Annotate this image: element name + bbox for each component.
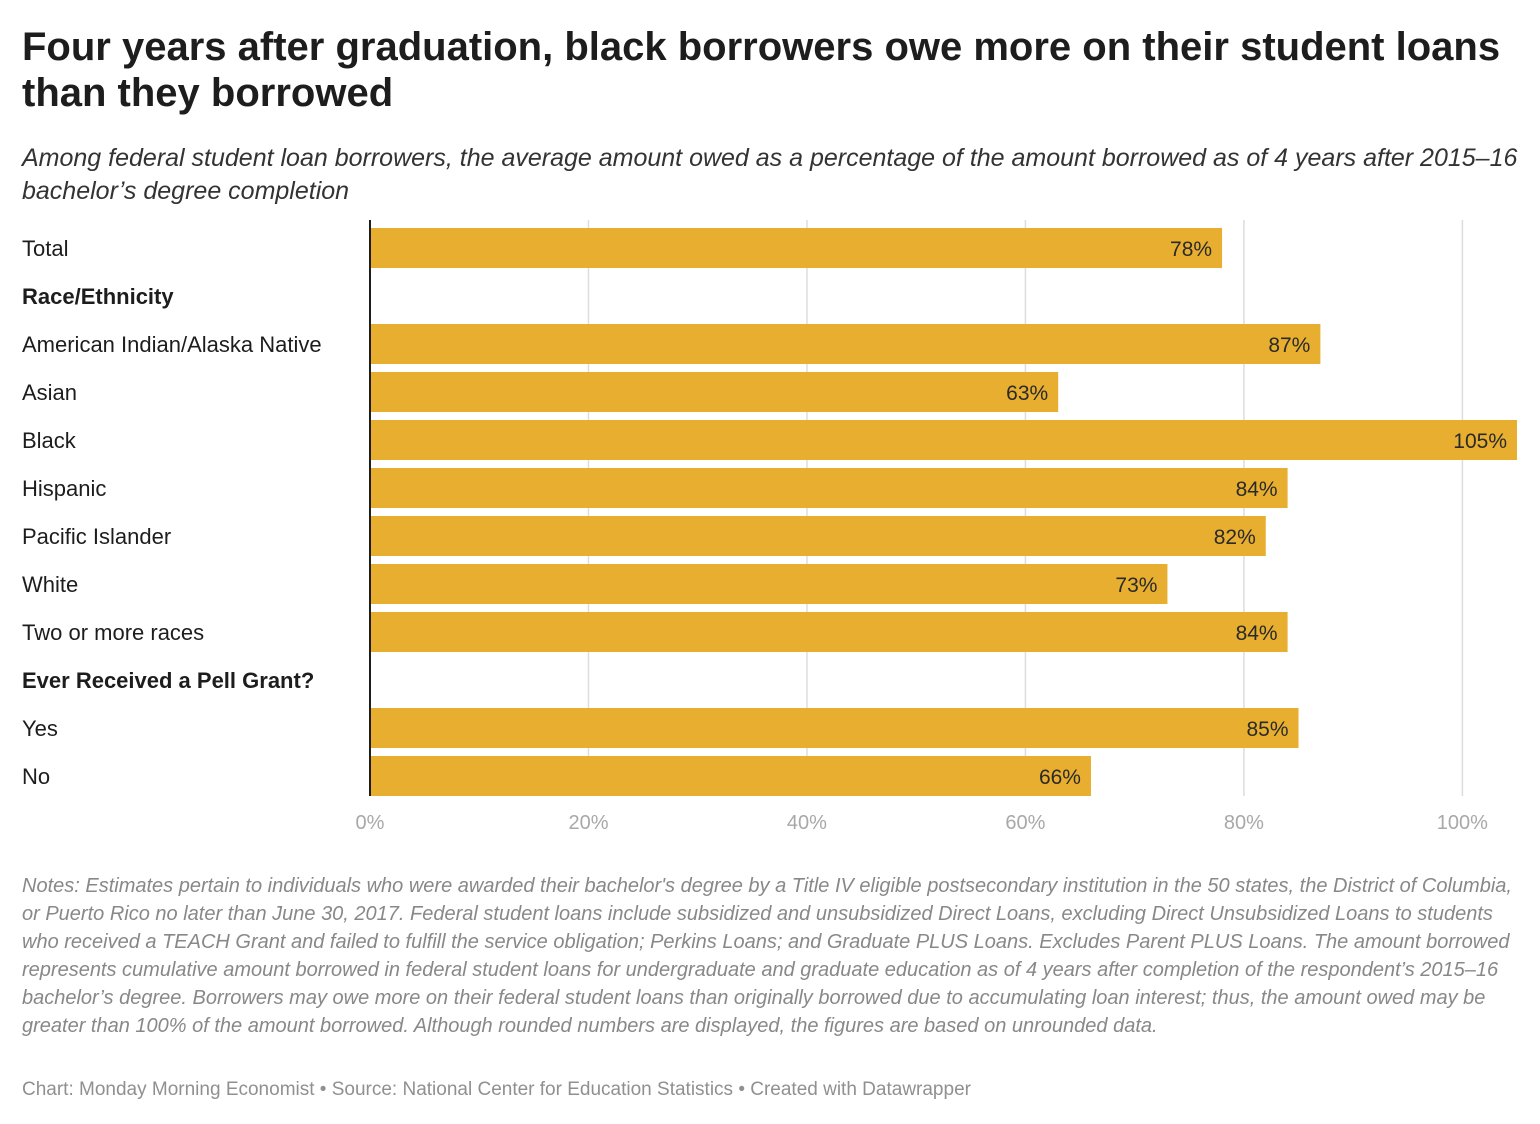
category-label: Two or more races	[22, 620, 204, 645]
bar	[370, 756, 1091, 796]
bar	[370, 564, 1168, 604]
bar	[370, 324, 1321, 364]
value-label: 84%	[1236, 478, 1278, 501]
category-label: American Indian/Alaska Native	[22, 332, 322, 357]
x-tick-label: 60%	[1005, 812, 1045, 834]
value-label: 78%	[1170, 238, 1212, 261]
x-tick-label: 40%	[787, 812, 827, 834]
value-labels: 78% 87% 63% 105% 84% 82% 73% 84% 85% 66%	[1006, 238, 1507, 789]
bar	[370, 420, 1517, 460]
value-label: 84%	[1236, 622, 1278, 645]
group-header-label: Ever Received a Pell Grant?	[22, 668, 314, 693]
bar	[370, 468, 1288, 508]
category-label: Total	[22, 236, 68, 261]
value-label: 63%	[1006, 382, 1048, 405]
value-label: 85%	[1246, 718, 1288, 741]
bar	[370, 228, 1223, 268]
chart-footer: Chart: Monday Morning Economist • Source…	[22, 1079, 971, 1100]
value-label: 73%	[1115, 574, 1157, 597]
bar	[370, 372, 1059, 412]
category-label: Pacific Islander	[22, 524, 171, 549]
category-label: Yes	[22, 716, 58, 741]
category-label: No	[22, 764, 50, 789]
category-label: Asian	[22, 380, 77, 405]
bar	[370, 708, 1299, 748]
category-label: Black	[22, 428, 77, 453]
x-tick-label: 100%	[1437, 812, 1488, 834]
bars	[370, 228, 1517, 796]
x-tick-label: 20%	[568, 812, 608, 834]
bar	[370, 612, 1288, 652]
chart-subtitle: Among federal student loan borrowers, th…	[22, 144, 1518, 205]
value-label: 105%	[1453, 430, 1507, 453]
x-tick-label: 0%	[356, 812, 385, 834]
category-label: Hispanic	[22, 476, 106, 501]
value-label: 82%	[1214, 526, 1256, 549]
category-labels: Total Race/Ethnicity American Indian/Alask…	[22, 236, 322, 789]
x-axis-ticks: 0% 20% 40% 60% 80% 100%	[356, 812, 1489, 834]
value-label: 87%	[1268, 334, 1310, 357]
category-label: White	[22, 572, 78, 597]
bar	[370, 516, 1266, 556]
x-tick-label: 80%	[1224, 812, 1264, 834]
chart-notes: Notes: Estimates pertain to individuals …	[22, 875, 1512, 1037]
value-label: 66%	[1039, 766, 1081, 789]
bar-chart: Total Race/Ethnicity American Indian/Alask…	[22, 220, 1517, 834]
chart-title: Four years after graduation, black borro…	[22, 25, 1501, 115]
group-header-label: Race/Ethnicity	[22, 284, 174, 309]
